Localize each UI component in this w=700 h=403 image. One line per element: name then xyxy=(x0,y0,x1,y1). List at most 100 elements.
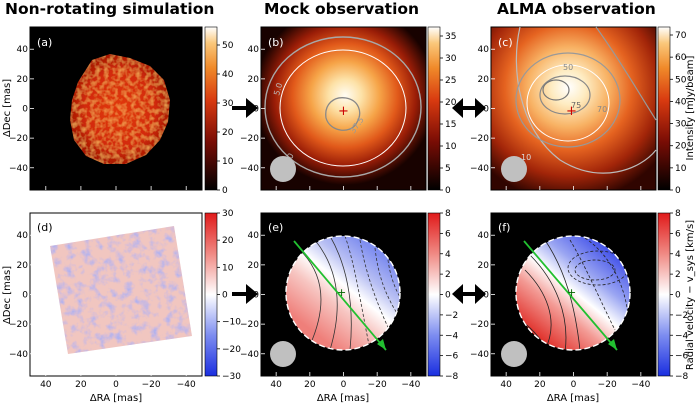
colorbar-b xyxy=(427,26,441,191)
colorbar-e xyxy=(427,212,441,377)
title-alma-observation: ALMA observation xyxy=(497,0,656,18)
x-tick-label: 40 xyxy=(500,380,512,390)
colorbar-tick-label: 70 xyxy=(675,31,687,41)
y-tick-label: −20 xyxy=(9,134,28,144)
colorbar-a xyxy=(204,26,218,191)
double-arrow-icon xyxy=(452,284,486,304)
y-tick-label: 40 xyxy=(248,45,260,55)
contour-label-c2: 70 xyxy=(597,105,607,114)
y-tick-label: 20 xyxy=(17,261,29,271)
colorbar-tick-label: −4 xyxy=(675,331,689,341)
y-tick-label: 0 xyxy=(253,105,259,115)
y-tick-label: 40 xyxy=(17,231,29,241)
colorbar-tick-label: 50 xyxy=(675,75,687,85)
colorbar-tick-label: −2 xyxy=(675,311,688,321)
colorbar-tick-label: 2 xyxy=(675,270,681,280)
axis-ticks: 40200−20−4040200−20−4040200−20−4040200−2… xyxy=(9,45,651,390)
colorbar-tick-label: 35 xyxy=(445,32,456,42)
colorbar-tick-label: 25 xyxy=(445,76,456,86)
x-tick-label: 20 xyxy=(304,380,316,390)
colorbar-tick-label: 20 xyxy=(445,98,457,108)
panel-label-e: (e) xyxy=(268,221,283,234)
beam-c xyxy=(501,156,527,182)
colorbar-tick-label: 0 xyxy=(675,186,681,196)
x-tick-label: −40 xyxy=(631,380,650,390)
double-arrow-icon xyxy=(452,98,486,118)
colorbar-tick-label: 10 xyxy=(675,164,687,174)
title-mock-observation: Mock observation xyxy=(264,0,420,18)
panel-e: + (e) xyxy=(260,212,427,377)
colorbar-tick-label: −6 xyxy=(675,352,689,362)
colorbar-f xyxy=(657,212,671,377)
y-tick-label: −40 xyxy=(470,350,489,360)
colorbar-tick-label: −30 xyxy=(222,372,241,382)
colorbar-c xyxy=(657,26,671,191)
ylabel-bottom: ΔDec [mas] xyxy=(2,266,13,324)
colorbar-label-intensity: Intensity [mJy/beam] xyxy=(685,55,696,160)
simulation-blob xyxy=(70,54,170,164)
colorbar-tick-label: 40 xyxy=(222,70,234,80)
x-tick-label: 40 xyxy=(270,380,282,390)
colorbar-tick-label: 4 xyxy=(675,250,681,260)
y-tick-label: −40 xyxy=(9,350,28,360)
panel-b: (b) 5.0 37.5 10 + xyxy=(260,26,427,191)
colorbar-ticks: 5040302010035302520151050706050403020100… xyxy=(217,31,689,382)
x-tick-label: 0 xyxy=(113,380,119,390)
y-tick-label: 0 xyxy=(483,291,489,301)
colorbar-tick-label: 10 xyxy=(222,157,234,167)
arrow-right-icon xyxy=(232,284,258,304)
y-tick-label: −20 xyxy=(240,134,259,144)
colorbar-tick-label: 2 xyxy=(445,270,451,280)
contour-label-c1: 75 xyxy=(571,101,581,110)
colorbar-tick-label: 5 xyxy=(445,164,451,174)
x-tick-label: 20 xyxy=(534,380,546,390)
x-tick-label: 0 xyxy=(341,380,347,390)
colorbar-tick-label: 40 xyxy=(675,97,687,107)
colorbar-tick-label: 15 xyxy=(445,120,456,130)
xlabel-left: ΔRA [mas] xyxy=(90,393,142,403)
colorbar-tick-label: −10 xyxy=(222,318,241,328)
colorbar-tick-label: 0 xyxy=(445,291,451,301)
x-tick-label: −20 xyxy=(368,380,387,390)
colorbar-tick-label: 20 xyxy=(675,142,687,152)
arrow-right-icon xyxy=(232,98,258,118)
colorbar-tick-label: −8 xyxy=(445,372,459,382)
y-tick-label: 40 xyxy=(478,231,490,241)
contour-mid xyxy=(279,49,407,167)
y-tick-label: 0 xyxy=(22,291,28,301)
beam-f xyxy=(501,341,527,367)
y-tick-label: −20 xyxy=(240,320,259,330)
y-tick-label: −20 xyxy=(470,320,489,330)
velocity-map-d xyxy=(50,226,192,354)
y-tick-label: 20 xyxy=(478,75,490,85)
panel-label-a: (a) xyxy=(37,36,52,49)
svg-text:+: + xyxy=(567,286,576,299)
contour-label-b0: 5.0 xyxy=(272,82,284,97)
colorbar-tick-label: 0 xyxy=(222,291,228,301)
colorbar-tick-label: −6 xyxy=(445,352,459,362)
colorbar-tick-label: 50 xyxy=(222,41,234,51)
panel-label-f: (f) xyxy=(498,221,510,234)
y-tick-label: 40 xyxy=(17,45,29,55)
colorbar-tick-label: −20 xyxy=(222,345,241,355)
colorbar-tick-label: −8 xyxy=(675,372,689,382)
colorbar-tick-label: 30 xyxy=(445,54,457,64)
colorbar-tick-label: 30 xyxy=(222,99,234,109)
y-tick-label: 20 xyxy=(248,261,260,271)
ylabel-top: ΔDec [mas] xyxy=(2,79,13,137)
colorbar-tick-label: 0 xyxy=(222,186,228,196)
y-tick-label: −40 xyxy=(9,164,28,174)
panel-c: (c) 50 75 70 10 + xyxy=(490,26,657,191)
title-nonrotating-simulation: Non-rotating simulation xyxy=(5,0,215,18)
colorbar-tick-label: 30 xyxy=(222,209,234,219)
colorbar-tick-label: 20 xyxy=(222,128,234,138)
y-tick-label: 40 xyxy=(248,231,260,241)
velocity-axis-arrow-f xyxy=(523,240,618,351)
colorbar-label-velocity: Radial velocity − v_sys [km/s] xyxy=(685,220,696,370)
xlabel-right: ΔRA [mas] xyxy=(547,393,599,403)
colorbar-tick-label: 60 xyxy=(675,53,687,63)
colorbar-tick-label: −2 xyxy=(445,311,458,321)
center-plus-b: + xyxy=(338,104,349,119)
y-tick-label: 0 xyxy=(253,291,259,301)
